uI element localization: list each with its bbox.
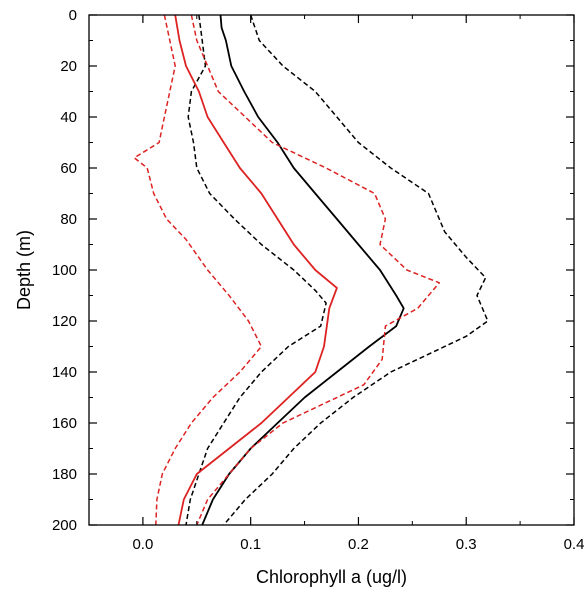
black-dashed-line-1 bbox=[185, 14, 327, 526]
y-tick-label: 80 bbox=[60, 211, 77, 228]
x-tick-label: 0.2 bbox=[348, 536, 369, 553]
y-tick-label: 180 bbox=[52, 466, 77, 483]
red-dashed-line-5 bbox=[190, 14, 441, 526]
tick-layer: 0.0 0.1 0.2 0.3 0.4 0 20 40 60 80 100 120 140 160 180 2… bbox=[52, 7, 584, 553]
y-axis-title: Depth (m) bbox=[14, 230, 34, 310]
y-tick-label: 120 bbox=[52, 313, 77, 330]
black-dashed-line-2 bbox=[223, 14, 489, 526]
x-tick-label: 0.0 bbox=[132, 536, 153, 553]
y-tick-label: 160 bbox=[52, 415, 77, 432]
x-tick-label: 0.3 bbox=[456, 536, 477, 553]
y-tick-label: 200 bbox=[52, 517, 77, 534]
red-solid-line-3 bbox=[174, 14, 338, 526]
y-tick-label: 40 bbox=[60, 109, 77, 126]
plot-frame bbox=[88, 14, 575, 526]
y-tick-label: 20 bbox=[60, 58, 77, 75]
y-tick-label: 140 bbox=[52, 364, 77, 381]
y-tick-label: 60 bbox=[60, 160, 77, 177]
x-tick-label: 0.4 bbox=[564, 536, 585, 553]
black-solid-line-0 bbox=[201, 14, 405, 526]
series-layer bbox=[133, 14, 489, 526]
y-tick-label: 100 bbox=[52, 262, 77, 279]
y-tick-label: 0 bbox=[69, 7, 77, 24]
red-dashed-line-4 bbox=[133, 14, 263, 526]
x-axis-title: Chlorophyll a (ug/l) bbox=[256, 567, 407, 587]
x-tick-label: 0.1 bbox=[240, 536, 261, 553]
